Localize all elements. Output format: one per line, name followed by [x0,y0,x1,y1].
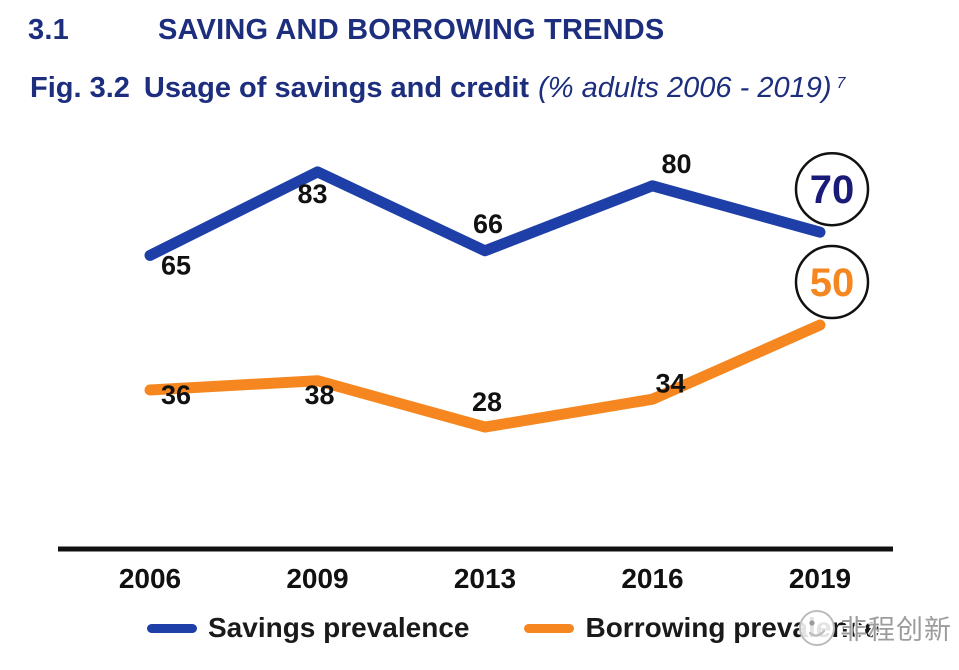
chart-legend: Savings prevalence Borrowing prevalence [147,612,880,644]
data-label-savings-2016: 80 [661,149,691,179]
end-circle-savings [794,151,870,227]
data-label-borrowing-2006: 36 [161,380,191,410]
end-circle-value-savings: 70 [810,168,855,212]
data-label-savings-2013: 66 [473,209,503,239]
x-axis-label-2006: 2006 [119,563,181,594]
watermark: 非程创新 [797,607,952,647]
x-axis-label-2009: 2009 [286,563,348,594]
watermark-text: 非程创新 [840,614,952,645]
legend-label-savings: Savings prevalence [208,612,470,643]
end-circle-value-borrowing: 50 [810,261,855,305]
x-axis-label-2019: 2019 [789,563,851,594]
x-axis-label-2016: 2016 [621,563,683,594]
data-label-borrowing-2013: 28 [472,387,502,417]
figure-label: Fig. 3.2 [30,72,130,104]
section-number: 3.1 [28,14,69,46]
series-line-savings [144,166,826,261]
data-label-borrowing-2016: 34 [655,368,685,398]
data-label-borrowing-2009: 38 [304,380,334,410]
section-title: SAVING AND BORROWING TRENDS [158,14,665,46]
section-heading: 3.1 SAVING AND BORROWING TRENDS [28,14,664,47]
savings-line-swatch [147,623,197,633]
figure-title: Usage of savings and credit [143,72,530,104]
figure-subtitle: (% adults 2006 - 2019) [538,72,832,104]
data-label-savings-2006: 65 [161,251,191,281]
series-line-borrowing [144,319,826,433]
data-label-savings-2009: 83 [297,179,327,209]
figure-caption: Fig. 3.2 Usage of savings and credit (% … [30,72,845,105]
borrowing-line-swatch [524,623,575,633]
x-axis-label-2013: 2013 [454,563,516,594]
watermark-logo-icon [799,610,835,646]
end-circle-borrowing [794,244,870,320]
footnote-marker: 7 [836,75,846,92]
legend-item-savings: Savings prevalence [147,612,469,644]
